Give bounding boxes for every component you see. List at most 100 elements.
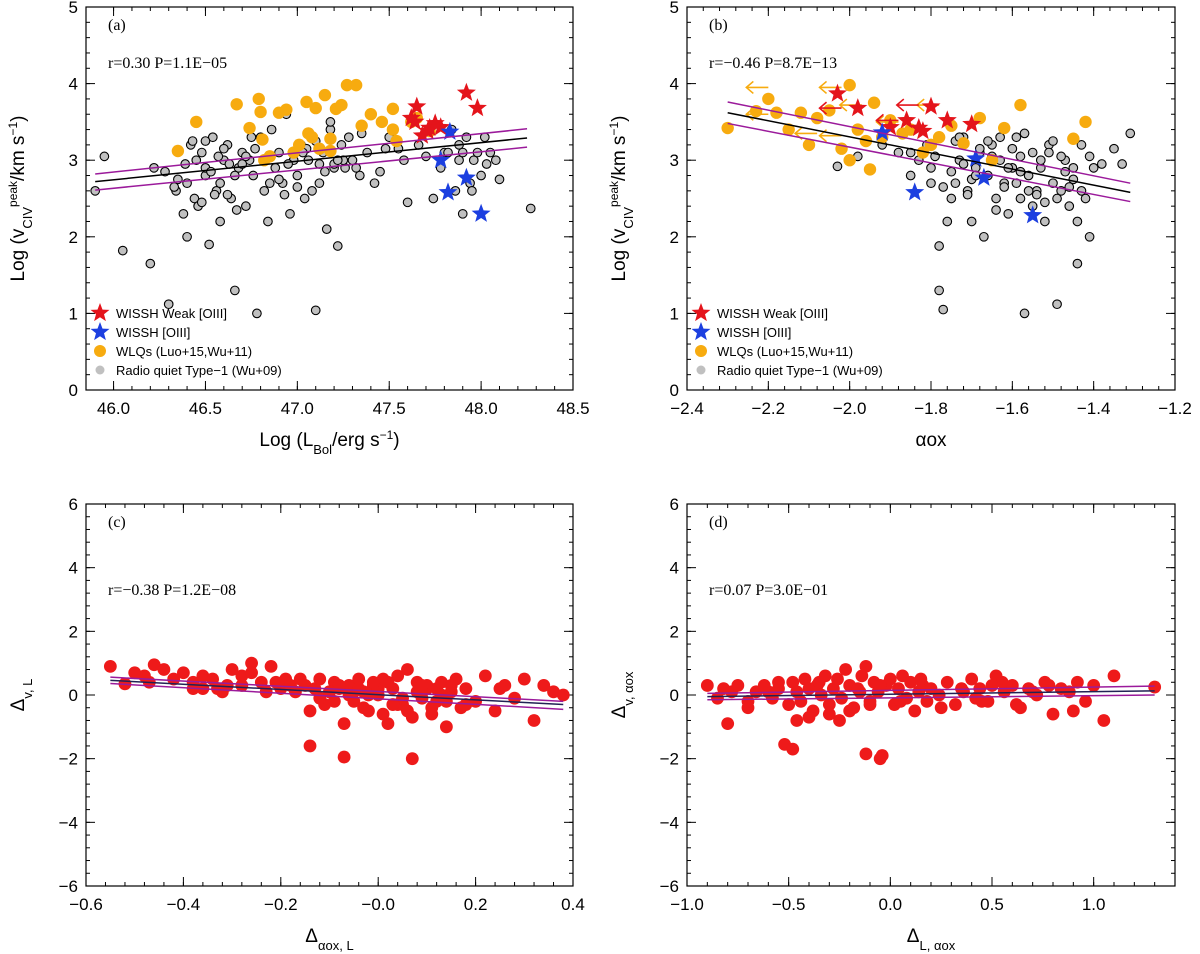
residual-point xyxy=(822,707,836,721)
data-point-wlq xyxy=(349,78,363,92)
residual-point xyxy=(396,691,409,705)
residual-point xyxy=(833,714,846,727)
residual-point xyxy=(731,679,745,692)
data-point-rq-type1 xyxy=(1084,231,1095,242)
data-point-rq-type1 xyxy=(320,166,330,177)
data-point-rq-type1 xyxy=(362,147,373,158)
residual-point xyxy=(969,691,983,705)
data-point-wissh-weak xyxy=(937,110,957,129)
data-point-wissh-weak xyxy=(897,110,917,129)
residual-point xyxy=(934,701,948,715)
residual-point xyxy=(303,739,317,753)
axis-title-part: −1 xyxy=(607,122,621,136)
x-tick-label: 47.5 xyxy=(373,399,406,418)
data-point-rq-type1 xyxy=(1084,151,1095,162)
residual-point xyxy=(478,669,492,683)
data-point-rq-type1 xyxy=(178,208,189,219)
regression-line xyxy=(110,679,564,706)
y-tick-label: 2 xyxy=(69,622,78,641)
data-point-rq-type1 xyxy=(1040,197,1050,208)
x-tick-label: 46.0 xyxy=(97,399,130,418)
residual-point xyxy=(782,698,796,711)
residual-point xyxy=(863,698,877,711)
axis-title-part: ) xyxy=(609,116,630,122)
upper-limit-arrowhead xyxy=(745,107,754,121)
data-point-wlq xyxy=(985,154,999,167)
residual-point xyxy=(313,672,327,686)
data-point-wlq xyxy=(859,134,873,148)
correlation-stat: r=−0.46 P=8.7E−13 xyxy=(709,55,837,72)
data-point-rq-type1 xyxy=(218,143,229,154)
residual-point xyxy=(167,672,181,686)
axis-title-part: ) xyxy=(393,430,399,451)
residual-point xyxy=(235,669,249,683)
residual-point xyxy=(721,717,735,731)
x-tick-label: 0.4 xyxy=(561,895,585,914)
data-point-rq-type1 xyxy=(314,178,325,189)
x-tick-label: 1.0 xyxy=(1082,895,1106,914)
x-axis-title: Δ_αox, LΔαox, L xyxy=(305,926,353,953)
residual-point xyxy=(366,675,380,689)
confidence-upper-line xyxy=(95,128,528,175)
data-point-rq-type1 xyxy=(206,166,216,177)
residual-point xyxy=(547,685,560,699)
plot-area xyxy=(103,656,570,766)
data-point-rq-type1 xyxy=(1076,140,1087,150)
data-point-wlq xyxy=(851,123,864,136)
panel-label: (c) xyxy=(108,514,126,531)
regression-line xyxy=(95,137,528,183)
residual-point xyxy=(352,682,366,696)
residual-point xyxy=(401,663,414,676)
data-point-wlq xyxy=(1067,132,1080,145)
y-tick-label: 3 xyxy=(670,151,679,170)
data-point-rq-type1 xyxy=(991,205,1001,215)
correlation-stat: r=0.30 P=1.1E−05 xyxy=(108,55,227,72)
data-point-wissh-oiii xyxy=(974,167,994,186)
legend-marker-rq xyxy=(95,365,105,375)
data-point-rq-type1 xyxy=(1035,155,1046,166)
data-point-rq-type1 xyxy=(1096,159,1107,169)
data-point-rq-type1 xyxy=(241,201,251,212)
residual-point xyxy=(225,663,239,676)
x-tick-label: −0.2 xyxy=(264,895,298,914)
data-point-wlq xyxy=(390,134,403,148)
legend-label: Radio quiet Type−1 (Wu+09) xyxy=(116,363,282,378)
data-point-rq-type1 xyxy=(292,170,303,181)
data-point-wissh-oiii xyxy=(438,182,458,201)
residual-point xyxy=(415,679,429,692)
x-tick-label: 47.0 xyxy=(281,399,314,418)
confidence-upper-line xyxy=(707,685,1155,695)
data-point-rq-type1 xyxy=(983,136,993,146)
regression-line xyxy=(727,111,1131,194)
data-point-rq-type1 xyxy=(934,285,944,296)
data-point-wissh-weak xyxy=(401,108,421,127)
data-point-rq-type1 xyxy=(321,224,332,234)
data-point-wlq xyxy=(313,142,326,155)
data-point-wlq xyxy=(721,121,734,135)
data-point-rq-type1 xyxy=(263,216,273,227)
residual-point xyxy=(381,717,395,731)
data-point-rq-type1 xyxy=(950,178,961,189)
data-point-wissh-weak xyxy=(431,117,451,136)
data-point-rq-type1 xyxy=(1040,216,1050,227)
data-point-wlq xyxy=(340,78,354,92)
residual-point xyxy=(794,694,808,708)
data-point-rq-type1 xyxy=(259,185,270,196)
residual-point xyxy=(965,672,979,686)
axis-title-part: −1 xyxy=(380,428,394,442)
residual-point xyxy=(245,666,258,680)
legend-label: WISSH Weak [OIII] xyxy=(717,306,828,321)
legend-label: WISSH [OIII] xyxy=(116,325,190,340)
residual-point xyxy=(940,675,954,689)
x-tick-label: −1.8 xyxy=(914,399,948,418)
residual-point xyxy=(843,704,857,718)
residual-point xyxy=(128,666,142,680)
data-point-rq-type1 xyxy=(481,159,492,169)
data-point-rq-type1 xyxy=(946,193,957,204)
data-point-rq-type1 xyxy=(1031,189,1042,200)
data-point-wlq xyxy=(318,88,332,102)
x-axis-title: Log (L_Bol/erg s⁻¹)Log (LBol/erg s−1) xyxy=(259,428,399,457)
data-point-wissh-oiii xyxy=(431,150,451,169)
panel-a: 46.0 46.5 47.0 47.5 48.0 48.5 0 1 2 3 4 5 (a) r=0.30 … xyxy=(6,0,590,457)
